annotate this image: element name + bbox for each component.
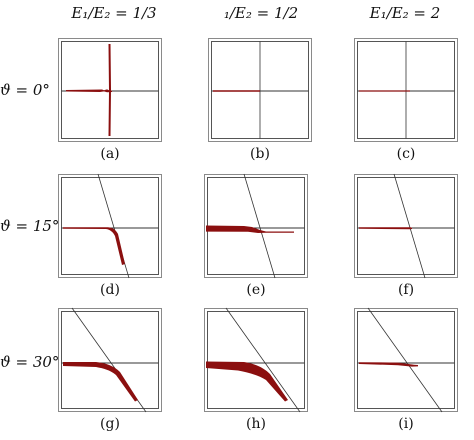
panel-frame-outer — [204, 308, 308, 412]
caption-i: (i) — [398, 416, 414, 432]
crack-path — [66, 89, 112, 93]
panel-h-drawing — [204, 307, 308, 413]
caption-e: (e) — [246, 282, 266, 298]
panel-frame-outer — [58, 38, 162, 142]
panel-frame-inner — [357, 311, 455, 409]
row-header-3: ϑ = 30° — [0, 353, 60, 371]
caption-f: (f) — [397, 282, 415, 298]
panel-e — [204, 173, 308, 279]
panel-frame-outer — [354, 308, 458, 412]
panel-e-drawing — [204, 173, 308, 279]
caption-d: (d) — [100, 282, 120, 298]
caption-a: (a) — [100, 146, 120, 162]
crack-path — [206, 225, 294, 233]
crack-path — [63, 362, 138, 402]
crack-branch — [108, 44, 111, 136]
column-header-1: E₁/E₂ = 1/3 — [71, 4, 157, 22]
panel-c-drawing — [354, 38, 458, 142]
inclined-line — [243, 173, 276, 279]
panel-frame-inner — [61, 311, 159, 409]
caption-h: (h) — [246, 416, 266, 432]
panel-frame-inner — [207, 311, 305, 409]
panel-g-drawing — [58, 307, 162, 413]
crack-path — [359, 90, 410, 92]
panel-frame-outer — [208, 38, 312, 142]
panel-frame-inner — [61, 177, 159, 275]
inclined-line — [393, 173, 426, 279]
column-header-3: E₁/E₂ = 2 — [369, 4, 441, 22]
caption-g: (g) — [100, 416, 120, 432]
panel-i — [354, 307, 458, 413]
panel-f-drawing — [354, 173, 458, 279]
crack-path — [213, 90, 260, 92]
panel-h — [204, 307, 308, 413]
inclined-line — [367, 307, 443, 413]
column-header-2: ₁/E₂ = 1/2 — [223, 4, 299, 22]
panel-frame-outer — [58, 174, 162, 278]
panel-frame-outer — [354, 174, 458, 278]
row-header-2: ϑ = 15° — [0, 217, 60, 235]
panel-b — [208, 38, 312, 142]
row-header-1: ϑ = 0° — [0, 81, 50, 99]
crack-path — [359, 227, 412, 230]
panel-i-drawing — [354, 307, 458, 413]
crack-path — [63, 227, 125, 265]
crack-path — [359, 362, 418, 367]
panel-frame-inner — [61, 41, 159, 139]
panel-frame-outer — [58, 308, 162, 412]
panel-frame-outer — [204, 174, 308, 278]
panel-c — [354, 38, 458, 142]
panel-d-drawing — [58, 173, 162, 279]
panel-d — [58, 173, 162, 279]
inclined-line — [225, 307, 301, 413]
panel-b-drawing — [208, 38, 312, 142]
crack-path — [206, 361, 288, 402]
panel-frame-inner — [357, 177, 455, 275]
panel-g — [58, 307, 162, 413]
caption-b: (b) — [250, 146, 270, 162]
panel-a — [58, 38, 162, 142]
caption-c: (c) — [396, 146, 416, 162]
panel-a-drawing — [58, 38, 162, 142]
panel-f — [354, 173, 458, 279]
panel-frame-outer — [354, 38, 458, 142]
